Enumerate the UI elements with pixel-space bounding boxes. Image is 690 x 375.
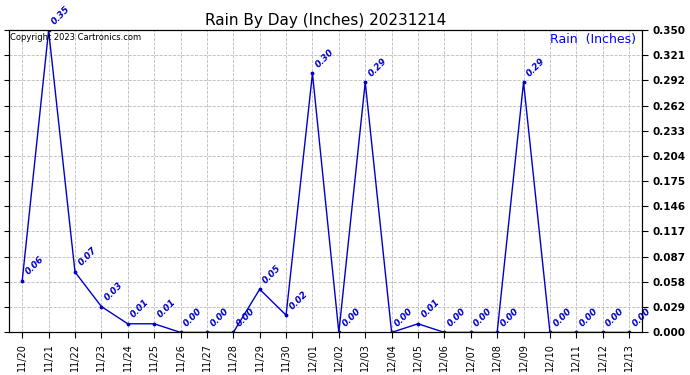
Text: 0.02: 0.02 — [288, 289, 310, 311]
Text: 0.05: 0.05 — [261, 263, 283, 285]
Text: 0.00: 0.00 — [499, 306, 520, 328]
Text: 0.07: 0.07 — [77, 246, 99, 268]
Text: Copyright 2023 Cartronics.com: Copyright 2023 Cartronics.com — [10, 33, 141, 42]
Text: 0.00: 0.00 — [235, 306, 257, 328]
Text: 0.01: 0.01 — [155, 298, 177, 320]
Title: Rain By Day (Inches) 20231214: Rain By Day (Inches) 20231214 — [205, 13, 446, 28]
Text: 0.06: 0.06 — [23, 255, 46, 276]
Text: 0.29: 0.29 — [366, 56, 388, 78]
Text: 0.00: 0.00 — [393, 306, 415, 328]
Text: 0.00: 0.00 — [551, 306, 573, 328]
Text: 0.01: 0.01 — [420, 298, 442, 320]
Text: 0.00: 0.00 — [578, 306, 600, 328]
Text: 0.00: 0.00 — [604, 306, 626, 328]
Text: 0.00: 0.00 — [472, 306, 494, 328]
Text: 0.01: 0.01 — [129, 298, 151, 320]
Text: 0.35: 0.35 — [50, 4, 72, 26]
Text: 0.00: 0.00 — [631, 306, 653, 328]
Text: 0.00: 0.00 — [208, 306, 230, 328]
Text: 0.00: 0.00 — [340, 306, 362, 328]
Text: 0.00: 0.00 — [182, 306, 204, 328]
Text: Rain  (Inches): Rain (Inches) — [550, 33, 636, 46]
Text: 0.29: 0.29 — [525, 56, 547, 78]
Text: 0.30: 0.30 — [314, 47, 336, 69]
Text: 0.03: 0.03 — [103, 280, 125, 302]
Text: 0.00: 0.00 — [446, 306, 468, 328]
